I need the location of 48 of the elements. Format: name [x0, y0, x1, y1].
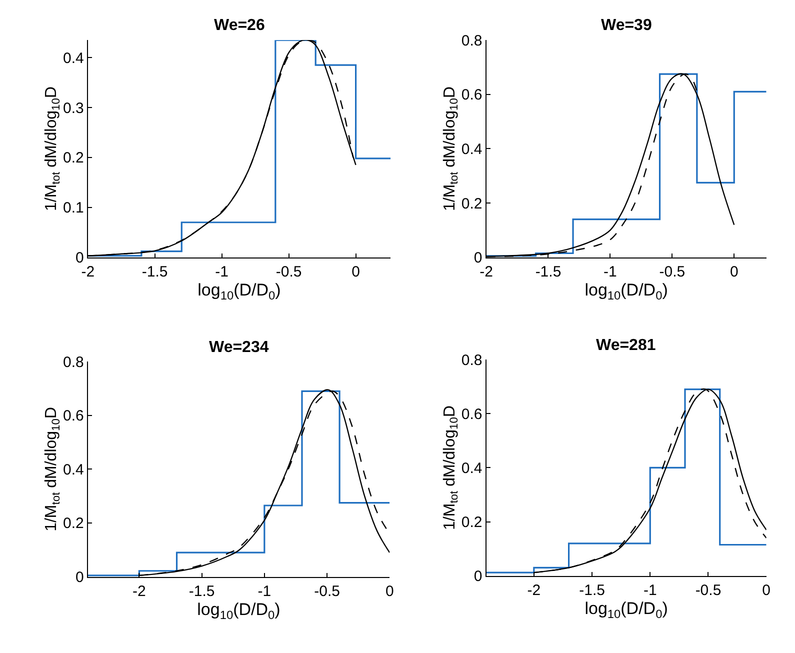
x-axis-title: log$_{10}$(D/D$_{0}$) [584, 280, 668, 302]
x-tick-label: -2 [81, 263, 95, 280]
x-tick-label: -1.5 [188, 582, 215, 600]
y-tick-label: 0.8 [63, 354, 84, 371]
y-tick-label: 0 [76, 569, 84, 586]
y-tick-label: 0.2 [461, 514, 482, 532]
chart-title: We=281 [596, 337, 656, 354]
y-tick-label: 0.2 [461, 195, 482, 212]
y-tick-label: 0.6 [63, 408, 84, 425]
x-axis-title: log$_{10}$(D/D$_{0}$) [198, 280, 281, 302]
y-tick-label: 0.6 [461, 86, 482, 104]
y-tick-label: 0.6 [461, 406, 482, 423]
x-tick-label: 0 [730, 263, 738, 280]
x-tick-label: -1 [258, 582, 272, 600]
x-axis-title: log$_{10}$(D/D$_{0}$) [584, 599, 668, 621]
x-tick-label: -1 [604, 263, 617, 280]
x-tick-label: 0 [352, 263, 360, 280]
y-tick-label: 0.2 [63, 515, 84, 532]
x-tick-label: -0.5 [695, 582, 722, 599]
y-tick-label: 0 [474, 250, 482, 267]
x-tick-label: 0 [762, 582, 771, 599]
x-tick-label: -1 [643, 582, 657, 599]
y-tick-label: 0 [474, 568, 482, 586]
chart-title: We=39 [601, 17, 652, 34]
y-tick-label: 0.4 [63, 50, 84, 67]
x-axis-title: log$_{10}$(D/D$_{0}$) [197, 600, 280, 622]
x-tick-label: -1.5 [142, 263, 168, 280]
x-tick-label: -2 [480, 263, 493, 280]
x-tick-label: -1.5 [579, 582, 605, 599]
y-tick-label: 0.1 [63, 200, 84, 217]
y-tick-label: 0.4 [63, 461, 84, 478]
y-tick-label: 0.8 [461, 32, 482, 50]
x-tick-label: -1.5 [535, 263, 562, 280]
y-tick-label: 0.4 [461, 140, 482, 158]
chart-title: We=234 [209, 339, 269, 356]
y-tick-label: 0 [76, 250, 84, 267]
chart-title: We=26 [214, 17, 265, 34]
x-tick-label: -0.5 [314, 582, 340, 600]
x-tick-label: 0 [385, 582, 394, 600]
y-tick-label: 0.3 [63, 100, 84, 117]
x-tick-label: -2 [132, 582, 146, 600]
x-tick-label: -1 [215, 263, 228, 280]
y-tick-label: 0.2 [63, 150, 84, 167]
x-tick-label: -0.5 [276, 263, 302, 280]
x-tick-label: -2 [527, 582, 541, 599]
y-tick-label: 0.4 [461, 460, 482, 477]
x-tick-label: -0.5 [659, 263, 686, 280]
y-tick-label: 0.8 [461, 352, 482, 369]
